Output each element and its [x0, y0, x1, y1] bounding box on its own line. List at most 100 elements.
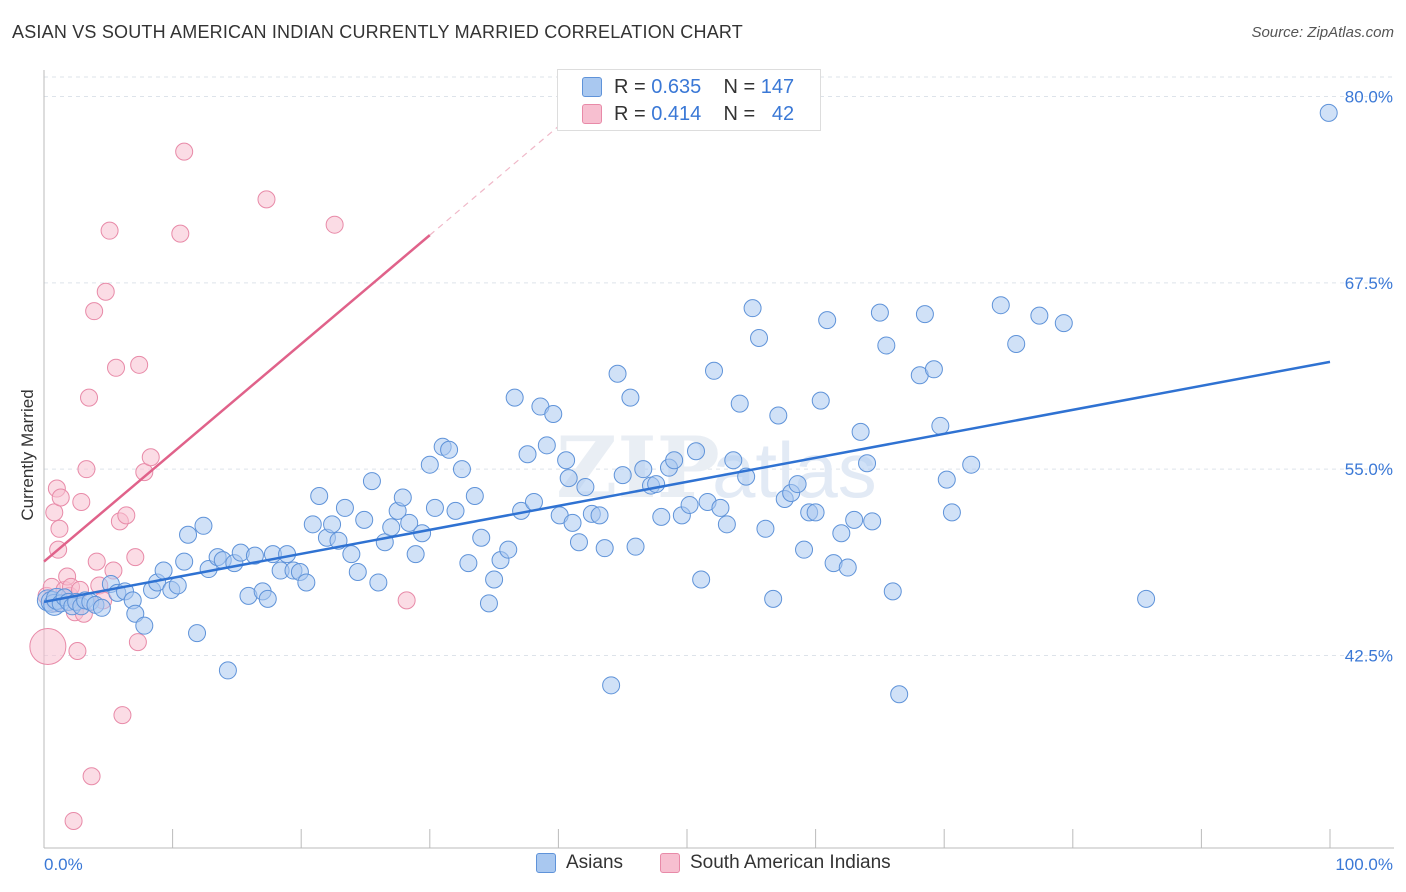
- asians-point: [420, 455, 439, 474]
- asians-point: [608, 364, 627, 383]
- asians-point: [756, 519, 775, 538]
- asians-trend-line: [43, 360, 1331, 604]
- asians-point: [1030, 306, 1049, 325]
- asians-point: [877, 336, 896, 355]
- asians-point: [335, 498, 354, 517]
- asians-point: [705, 361, 724, 380]
- asians-point: [717, 515, 736, 534]
- asians-point: [258, 589, 277, 608]
- south-american-indians-legend-swatch: [660, 853, 680, 873]
- asians-point: [1137, 589, 1156, 608]
- south-american-indians-point: [126, 548, 145, 567]
- asians-point: [590, 506, 609, 525]
- y-tick-label: 42.5%: [1345, 647, 1393, 666]
- south-american-indians-point: [29, 628, 67, 666]
- asians-point: [795, 540, 814, 559]
- asians-point: [297, 573, 316, 592]
- asians-point: [446, 501, 465, 520]
- asians-point: [135, 616, 154, 635]
- r-value-asians: 0.635: [651, 75, 702, 98]
- south-american-indians-point: [80, 388, 99, 407]
- asians-point: [563, 513, 582, 532]
- south-american-indians-point: [397, 591, 416, 610]
- asians-point: [188, 624, 207, 643]
- asians-point: [342, 545, 361, 564]
- south-american-indians-point: [77, 460, 96, 479]
- asians-point: [890, 685, 909, 704]
- asians-point: [505, 388, 524, 407]
- legend-row-asians: R = 0.635 N = 147: [582, 75, 794, 99]
- n-label: N =: [723, 75, 756, 98]
- asians-point: [459, 554, 478, 573]
- south-american-indians-point: [135, 463, 154, 482]
- asians-point: [452, 460, 471, 479]
- legend-row-south-american-indians: R = 0.414 N = 42: [582, 102, 794, 126]
- asians-legend-label: Asians: [566, 852, 624, 873]
- asians-point: [499, 540, 518, 559]
- asians-point: [883, 582, 902, 601]
- y-tick-label: 67.5%: [1345, 274, 1393, 293]
- asians-point: [602, 676, 621, 695]
- south-american-indians-point: [175, 142, 194, 161]
- south-american-indians-point: [130, 355, 149, 374]
- asians-point: [851, 422, 870, 441]
- south-american-indians-point: [87, 552, 106, 571]
- south-american-indians-point: [51, 488, 70, 507]
- south-american-indians-point: [100, 221, 119, 240]
- south-american-indians-point: [82, 767, 101, 786]
- asians-point: [154, 561, 173, 580]
- x-tick-label: 0.0%: [44, 855, 83, 874]
- south-american-indians-point: [72, 492, 91, 511]
- south-american-indians-point: [325, 215, 344, 234]
- asians-point: [524, 492, 543, 511]
- asians-point: [569, 533, 588, 552]
- x-tick-label: 100.0%: [1335, 855, 1393, 874]
- asians-point: [692, 570, 711, 589]
- asians-point: [406, 545, 425, 564]
- south-american-indians-point: [107, 358, 126, 377]
- asians-point: [465, 486, 484, 505]
- asians-point: [348, 563, 367, 582]
- y-tick-label: 80.0%: [1345, 88, 1393, 107]
- south-american-indians-point: [45, 503, 64, 522]
- asians-point: [931, 416, 950, 435]
- south-american-indians-point: [85, 302, 104, 321]
- south-american-indians-point: [113, 706, 132, 725]
- asians-point: [665, 451, 684, 470]
- asians-point: [393, 488, 412, 507]
- asians-point: [126, 604, 145, 623]
- asians-point: [355, 510, 374, 529]
- asians-point: [472, 528, 491, 547]
- asians-point: [92, 598, 111, 617]
- asians-point: [838, 558, 857, 577]
- axes: [43, 70, 1394, 849]
- asians-point: [832, 524, 851, 543]
- south-american-indians-point: [64, 811, 83, 830]
- asians-point: [788, 475, 807, 494]
- asians-point: [485, 570, 504, 589]
- asians-point: [743, 299, 762, 318]
- south-american-indians-point: [96, 282, 115, 301]
- asians-point: [168, 576, 187, 595]
- asians-point: [310, 486, 329, 505]
- asians-point: [518, 445, 537, 464]
- asians-point: [870, 303, 889, 322]
- asians-point: [440, 440, 459, 459]
- asians-point: [179, 525, 198, 544]
- n-value-asians: 147: [760, 75, 795, 98]
- asians-point: [323, 515, 342, 534]
- asians-point: [634, 460, 653, 479]
- asians-point: [1054, 314, 1073, 333]
- asians-point: [595, 539, 614, 558]
- asians-point: [1007, 334, 1026, 353]
- asians-point: [818, 311, 837, 330]
- asians-point: [194, 516, 213, 535]
- asians-point: [425, 498, 444, 517]
- south-american-indians-trend-extension: [429, 114, 572, 236]
- asians-point: [621, 388, 640, 407]
- asians-point: [769, 406, 788, 425]
- asians-point: [382, 518, 401, 537]
- asians-point: [730, 394, 749, 413]
- south-american-indians-point: [171, 224, 190, 243]
- asians-point: [218, 661, 237, 680]
